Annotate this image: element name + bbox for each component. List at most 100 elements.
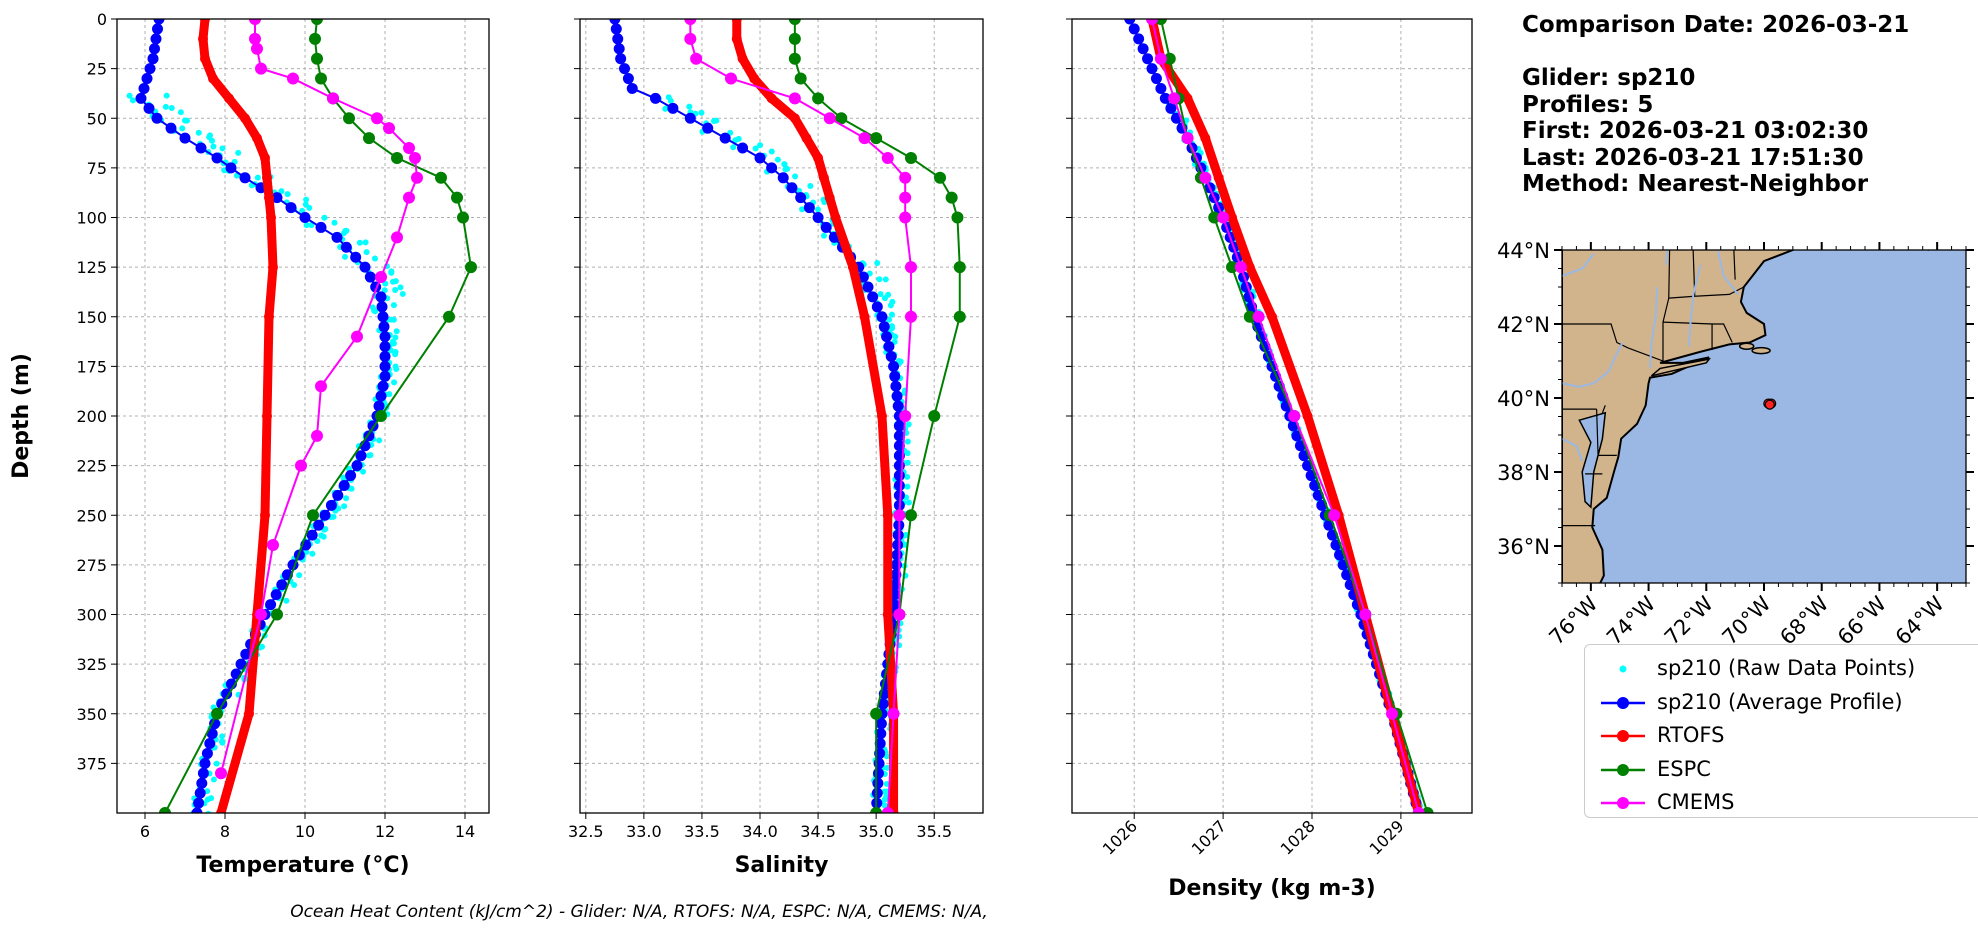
raw-data-point xyxy=(283,597,290,604)
average-profile-point xyxy=(377,311,389,323)
raw-data-point xyxy=(904,450,911,457)
x-tick-label: 35.0 xyxy=(858,822,894,841)
raw-data-point xyxy=(792,173,799,180)
marthas-vineyard xyxy=(1738,342,1755,350)
average-profile-point xyxy=(364,271,376,283)
average-profile-point xyxy=(152,23,163,35)
raw-data-point xyxy=(356,239,363,246)
raw-data-point xyxy=(163,92,170,99)
rtofs-point xyxy=(252,133,262,144)
espc-point xyxy=(271,608,283,621)
cmems-point xyxy=(383,122,395,135)
average-profile-point xyxy=(737,142,749,154)
raw-data-point xyxy=(392,363,399,370)
raw-data-point xyxy=(204,796,211,803)
cmems-point xyxy=(904,261,917,274)
cmems-point xyxy=(351,330,363,343)
average-profile-point xyxy=(141,73,153,85)
raw-data-point xyxy=(889,325,896,332)
average-profile-point xyxy=(1165,102,1177,114)
x-tick-label: 1026 xyxy=(1099,816,1141,858)
espc-point xyxy=(315,72,327,85)
first-time: First: 2026-03-21 03:02:30 xyxy=(1522,118,1869,144)
espc-point xyxy=(945,191,958,204)
cmems-point xyxy=(375,271,387,284)
cmems-point xyxy=(403,191,415,204)
raw-data-point xyxy=(376,437,383,444)
average-profile-point xyxy=(351,460,363,472)
average-profile-point xyxy=(144,63,156,75)
average-profile-point xyxy=(892,539,904,551)
average-profile-point xyxy=(379,370,391,382)
raw-data-point xyxy=(904,483,911,490)
raw-data-point xyxy=(713,117,720,124)
raw-data-point xyxy=(235,149,242,156)
rtofs-point xyxy=(882,510,893,521)
state-border xyxy=(1712,323,1733,343)
rtofs-point xyxy=(1267,311,1277,322)
panel-1: 6 8 10 12 14 0 25 50 75 100 125 150 175 200 225 250 275 3… xyxy=(9,10,490,878)
raw-data-point xyxy=(341,253,348,260)
x-tick-label: 14 xyxy=(455,822,475,841)
raw-data-point xyxy=(303,222,310,229)
cmems-point xyxy=(881,807,894,813)
raw-data-point xyxy=(320,533,327,540)
average-profile-point xyxy=(209,718,221,730)
raw-data-point xyxy=(884,764,891,771)
legend-item: CMEMS xyxy=(1585,787,1978,819)
average-profile-point xyxy=(1137,43,1149,55)
legend-item: sp210 (Average Profile) xyxy=(1585,687,1978,719)
method: Method: Nearest-Neighbor xyxy=(1522,171,1869,197)
chesapeake-bay xyxy=(1578,411,1607,509)
espc-point xyxy=(311,19,323,25)
average-profile-point xyxy=(893,489,905,501)
cmems-point xyxy=(1328,509,1341,522)
raw-data-point xyxy=(195,129,202,136)
average-profile-point xyxy=(1133,33,1145,45)
raw-data-point xyxy=(399,290,406,297)
raw-data-point xyxy=(904,473,911,480)
raw-data-point xyxy=(306,204,313,211)
rtofs-point xyxy=(260,152,270,163)
espc-point xyxy=(391,151,403,164)
land xyxy=(1562,250,1796,583)
raw-data-point xyxy=(391,379,398,386)
average-profile-point xyxy=(197,767,209,779)
legend-swatch xyxy=(1601,797,1645,809)
raw-data-point xyxy=(730,144,737,151)
cmems-point xyxy=(251,42,263,55)
average-profile-point xyxy=(313,519,325,531)
average-profile-point xyxy=(872,777,884,789)
average-profile-point xyxy=(622,73,634,85)
average-profile-point xyxy=(379,360,391,372)
cmems-point xyxy=(1386,707,1398,720)
average-profile-point xyxy=(872,767,884,779)
rtofs-point xyxy=(766,93,777,104)
raw-data-point xyxy=(886,316,893,323)
raw-data-point xyxy=(381,287,388,294)
rtofs-point xyxy=(731,33,742,44)
state-border xyxy=(1596,409,1617,456)
y-tick-label: 200 xyxy=(76,407,107,426)
cmems-line xyxy=(689,19,912,813)
raw-data-point xyxy=(219,145,226,152)
espc-point xyxy=(343,112,355,125)
rtofs-point xyxy=(262,172,272,183)
cmems-point xyxy=(403,142,415,155)
y-tick-label: 175 xyxy=(76,357,107,376)
state-border xyxy=(1562,323,1629,349)
cmems-point xyxy=(249,19,261,25)
average-profile-point xyxy=(306,529,318,541)
average-profile-point xyxy=(1128,23,1140,35)
average-profile-point xyxy=(332,489,344,501)
legend-item: RTOFS xyxy=(1585,720,1978,752)
x-tick-label: 34.0 xyxy=(742,822,778,841)
rtofs-point xyxy=(264,192,274,203)
average-profile-point xyxy=(165,122,177,134)
river xyxy=(1716,250,1739,296)
river xyxy=(1649,286,1659,369)
rtofs-point xyxy=(1227,212,1237,223)
raw-data-point xyxy=(321,214,328,221)
raw-data-point xyxy=(210,143,217,150)
average-profile-point xyxy=(893,430,905,442)
